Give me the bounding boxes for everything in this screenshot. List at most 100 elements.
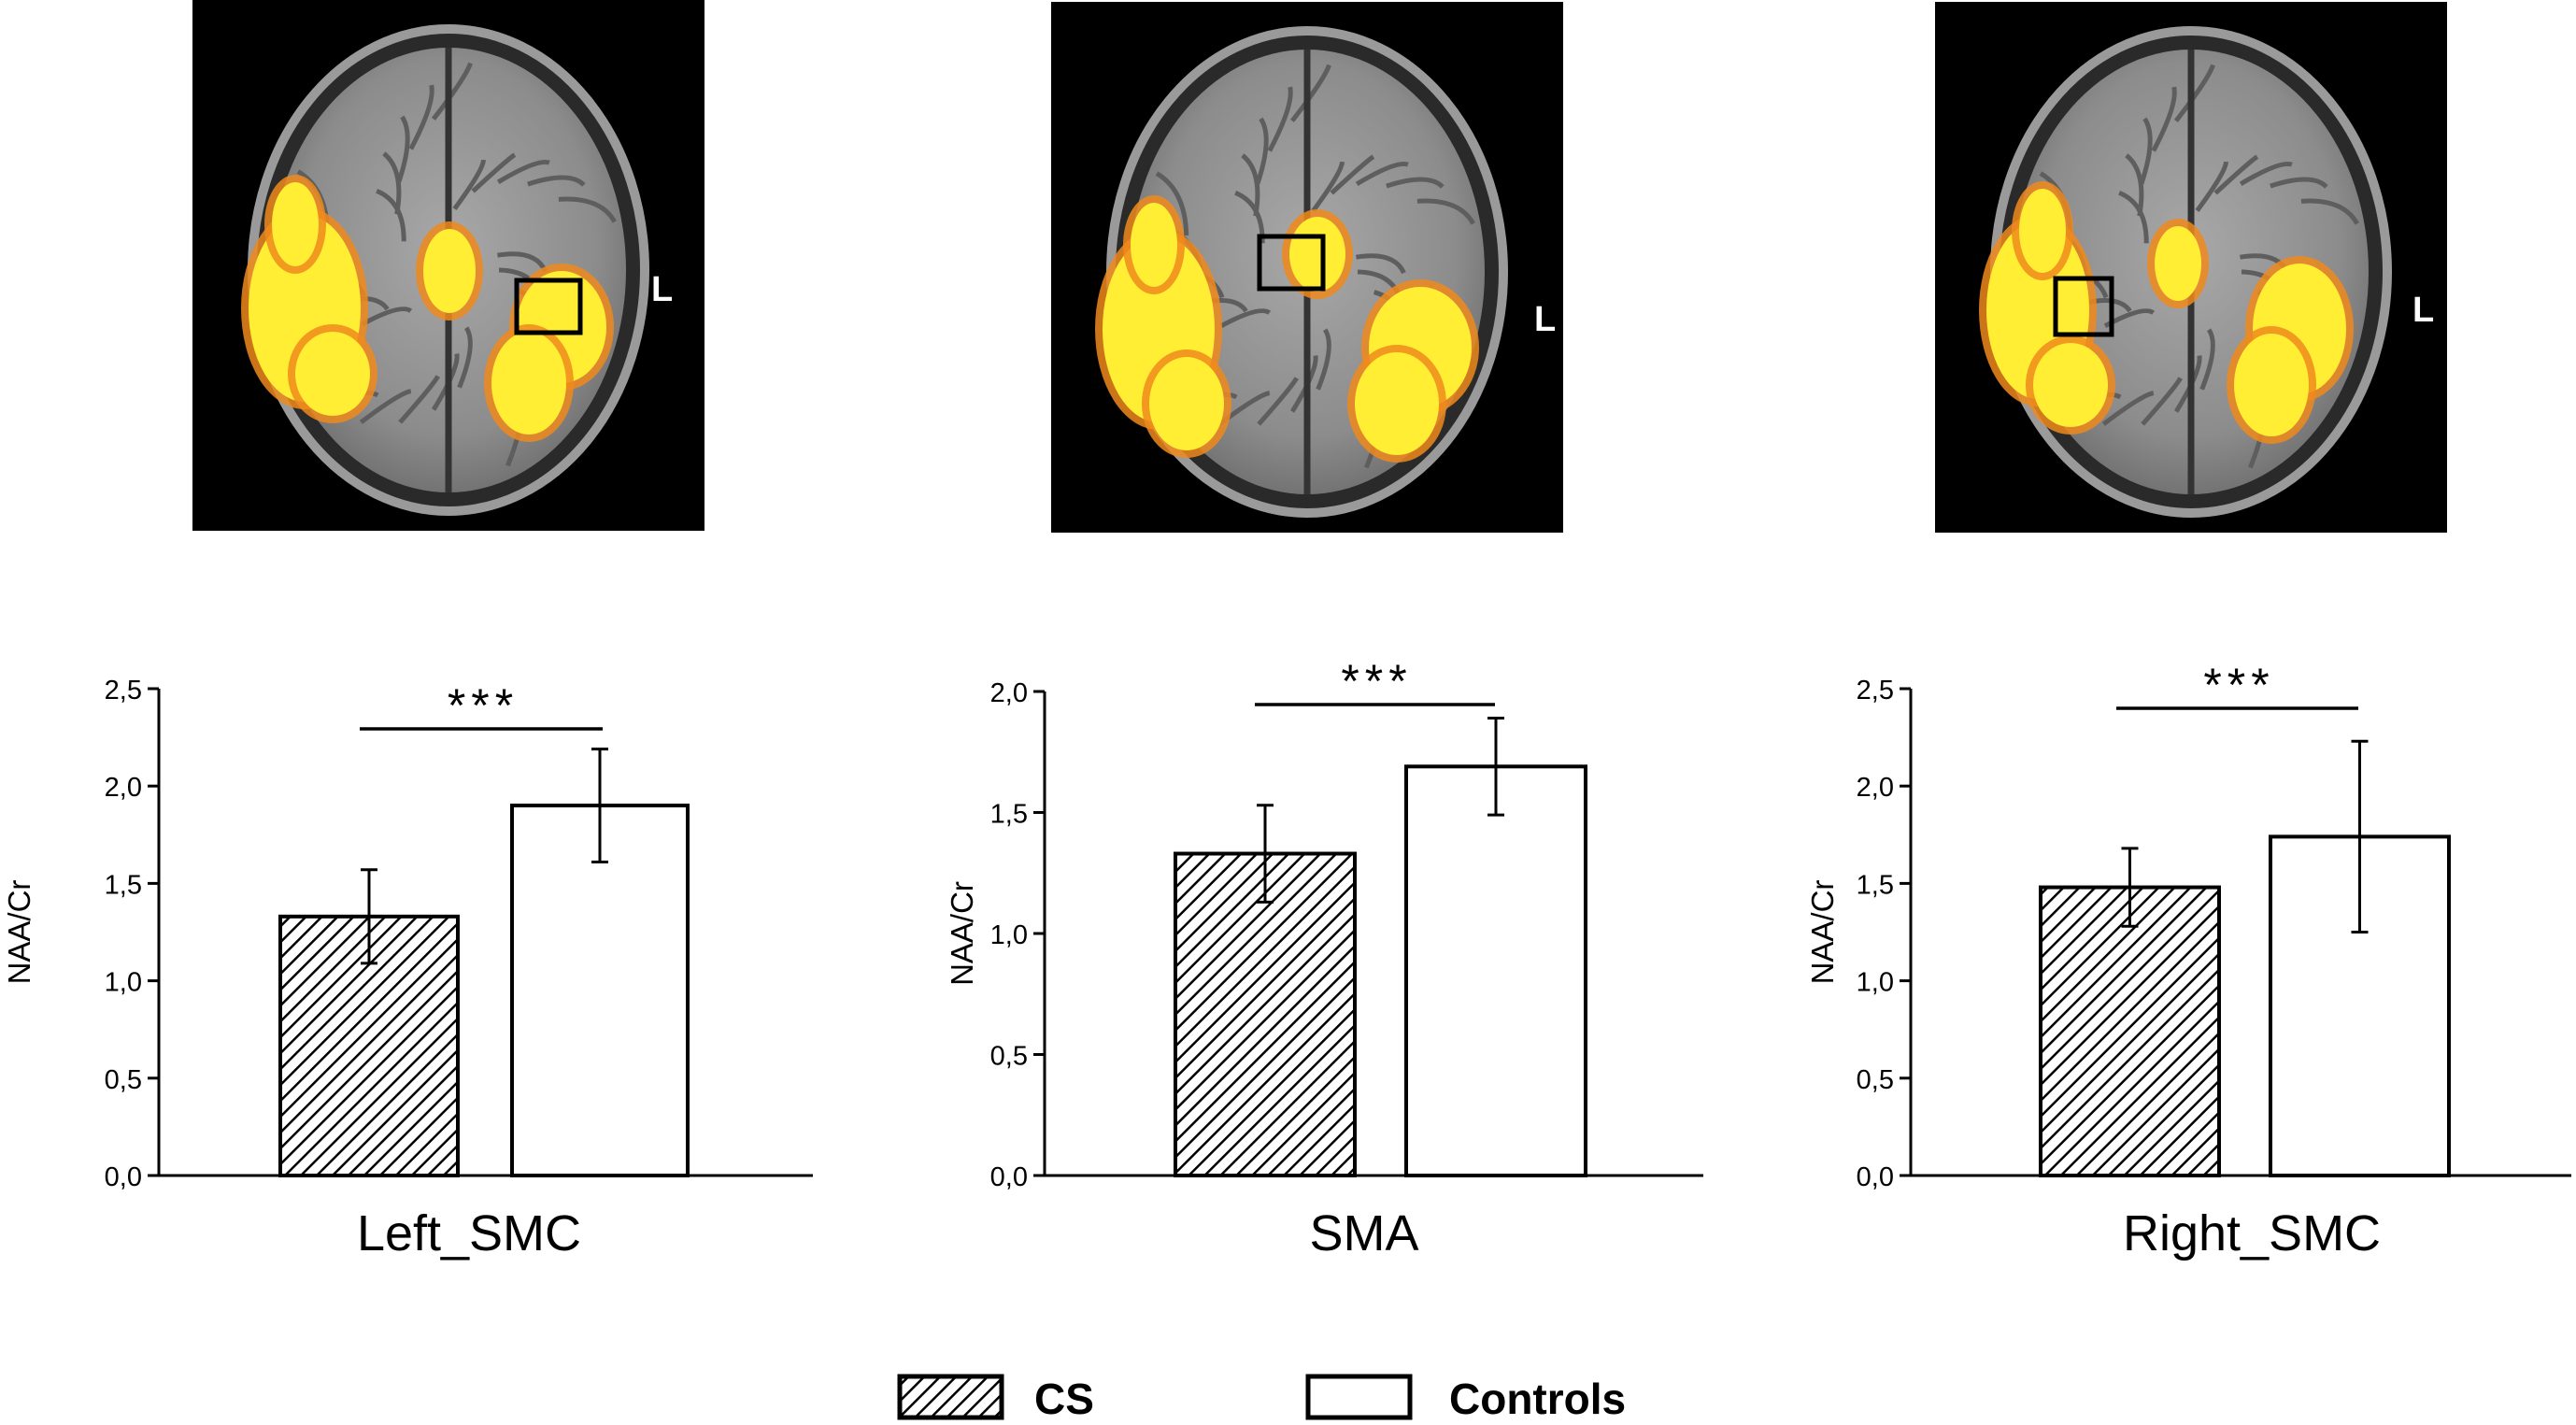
roi-box [514, 278, 583, 335]
y-tick-label: 2,5 [105, 676, 142, 705]
mri-panel-1: L [192, 0, 704, 531]
orientation-label: L [1534, 300, 1556, 339]
sulcus [396, 115, 410, 183]
activation-blob [1149, 357, 1224, 450]
significance-marker: *** [1341, 655, 1412, 707]
sulcus [496, 159, 550, 184]
y-tick-label: 2,0 [105, 773, 142, 803]
legend-label-controls: Controls [1449, 1375, 1626, 1423]
sulcus [2173, 355, 2202, 413]
sulcus [2101, 391, 2155, 426]
activation-blob [272, 182, 319, 266]
sulcus [1356, 253, 1406, 275]
bar-cs [1174, 851, 1357, 1178]
activation-blob [2019, 189, 2066, 273]
bar-controls [510, 804, 690, 1177]
sulcus [431, 62, 473, 121]
sulcus [1241, 153, 1260, 217]
sulcus [1355, 161, 1409, 186]
chart-3: 0,0 0,5 1,0 1,5 2,0 2,5 NAA/Cr *** Right_SMC [1805, 659, 2571, 1261]
activation-blob [423, 229, 476, 313]
legend-swatch-controls [1305, 1374, 1413, 1420]
legend-swatch-cs [897, 1374, 1004, 1420]
activation-blob [2033, 343, 2108, 427]
orientation-label: L [2412, 291, 2434, 330]
sulcus [1316, 328, 1331, 391]
y-tick-label: 1,5 [990, 800, 1028, 830]
y-tick-label: 1,0 [105, 968, 142, 998]
sulcus [1255, 117, 1269, 185]
sulcus [2199, 328, 2215, 391]
sulcus [361, 306, 413, 327]
activation-blob [295, 332, 370, 416]
sulcus [2173, 64, 2215, 122]
sulcus [471, 152, 517, 193]
roi-box [2053, 276, 2114, 337]
sulcus [1155, 171, 1189, 236]
sulcus [1289, 355, 1318, 413]
y-tick-label: 2,0 [990, 678, 1028, 708]
sulcus [1386, 177, 1445, 189]
x-axis-label: Right_SMC [2123, 1205, 2381, 1261]
sulcus [457, 326, 473, 389]
y-tick-label: 0,0 [990, 1162, 1028, 1192]
y-tick-label: 0,5 [105, 1065, 142, 1095]
y-tick-label: 0,0 [1857, 1162, 1894, 1192]
sulcus [1289, 64, 1331, 122]
y-axis-label: NAA/Cr [1805, 880, 1840, 985]
sulcus [1267, 86, 1293, 152]
significance-marker: *** [2203, 659, 2274, 711]
sulcus [1311, 161, 1345, 212]
activation-blob [2155, 226, 2201, 301]
mri-panels: LL L [192, 0, 2447, 533]
y-tick-label: 2,5 [1857, 676, 1894, 705]
sulcus [2139, 117, 2153, 185]
sulcus [2151, 86, 2177, 152]
sulcus [1330, 154, 1375, 195]
y-tick-label: 1,5 [1857, 870, 1894, 900]
sulcus [2141, 377, 2183, 426]
sulcus [1219, 308, 1272, 329]
sulcus [431, 353, 460, 411]
sulcus [2195, 161, 2229, 212]
y-tick-label: 1,5 [105, 870, 142, 900]
x-axis-label: Left_SMC [357, 1205, 581, 1261]
sulcus [2125, 153, 2144, 217]
sulcus [382, 151, 402, 215]
y-axis-label: NAA/Cr [2, 880, 36, 985]
sulcus [1416, 198, 1475, 225]
y-axis-label: NAA/Cr [945, 881, 979, 986]
chart-1: 0,0 0,5 1,0 1,5 2,0 2,5 NAA/Cr *** Left_SMC [2, 676, 813, 1261]
activation-blob [1131, 203, 1177, 287]
sulcus [2300, 198, 2359, 225]
sulcus [452, 159, 487, 210]
sulcus [359, 389, 412, 424]
activation-blob [1289, 217, 1345, 292]
bar-controls [1404, 764, 1587, 1177]
y-tick-label: 1,0 [1857, 968, 1894, 998]
mri-panel-3: L [1935, 2, 2447, 533]
y-tick-label: 2,0 [1857, 773, 1894, 803]
x-axis-label: SMA [1309, 1205, 1418, 1261]
legend: CS Controls [897, 1374, 1626, 1423]
bar-charts: 0,00,51,01,52,02,5NAA/Cr***Left_SMC0,00,… [2, 655, 2571, 1261]
significance-marker: *** [448, 679, 519, 732]
roi-box [1257, 234, 1326, 292]
activation-blob [491, 332, 566, 435]
activation-blob [2234, 334, 2309, 436]
legend-label-cs: CS [1034, 1375, 1094, 1423]
sulcus [398, 375, 440, 424]
orientation-label: L [651, 270, 673, 309]
mri-panel-2: L [1051, 2, 1563, 533]
sulcus [2213, 154, 2259, 195]
y-tick-label: 0,5 [990, 1042, 1028, 1072]
activation-blob [1355, 352, 1439, 455]
sulcus [408, 84, 434, 150]
sulcus [558, 196, 617, 223]
chart-2: 0,0 0,5 1,0 1,5 2,0 NAA/Cr *** SMA [945, 655, 1703, 1261]
y-tick-label: 0,0 [105, 1162, 142, 1192]
sulcus [2239, 161, 2293, 186]
sulcus [527, 175, 586, 187]
sulcus [1257, 377, 1299, 426]
